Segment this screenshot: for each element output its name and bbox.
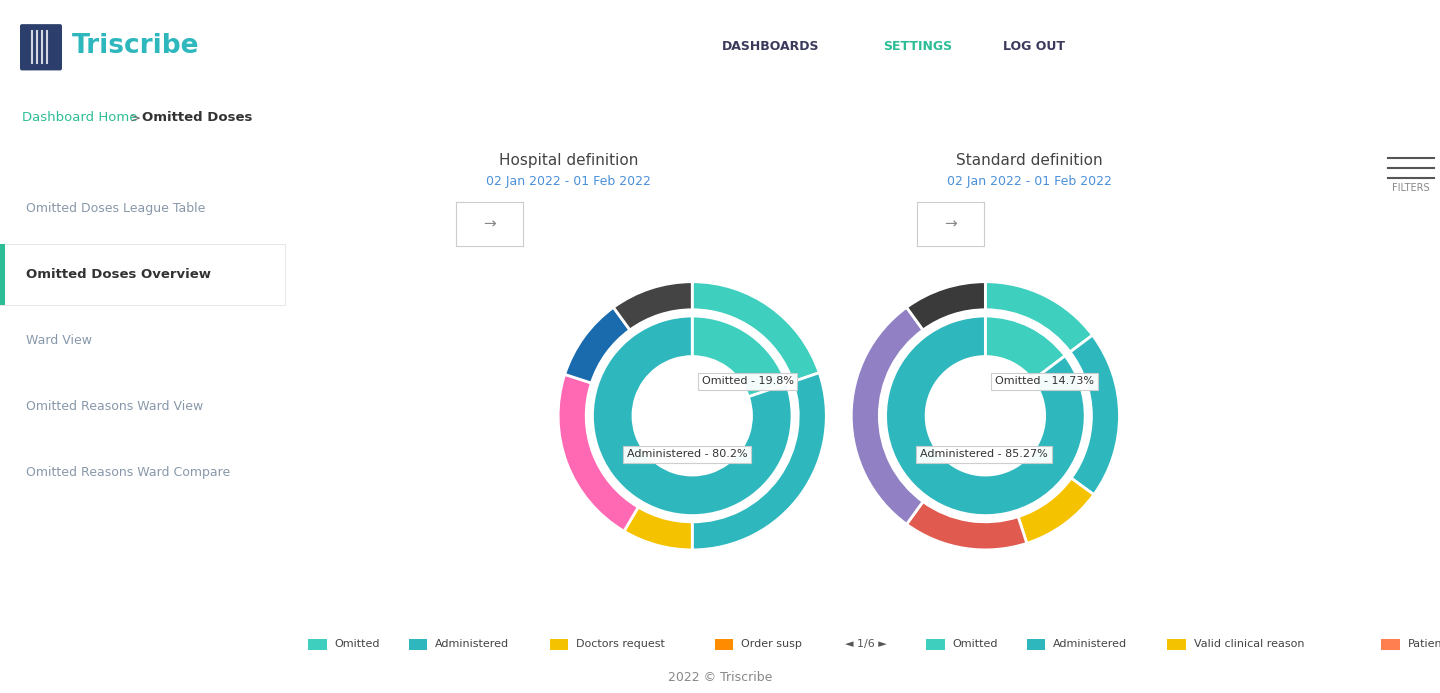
Text: Administered - 85.27%: Administered - 85.27% [920, 450, 1048, 459]
Text: 2022 © Triscribe: 2022 © Triscribe [668, 671, 772, 684]
Text: Valid clinical reason: Valid clinical reason [1194, 640, 1305, 649]
FancyBboxPatch shape [409, 639, 428, 650]
Wedge shape [624, 507, 693, 550]
Text: LOG OUT: LOG OUT [1002, 40, 1066, 53]
Text: Order susp: Order susp [742, 640, 802, 649]
FancyBboxPatch shape [1381, 639, 1400, 650]
Text: >: > [130, 112, 141, 124]
FancyBboxPatch shape [308, 639, 327, 650]
Wedge shape [851, 307, 923, 525]
Wedge shape [559, 374, 638, 532]
Wedge shape [907, 281, 985, 330]
Text: 02 Jan 2022 - 01 Feb 2022: 02 Jan 2022 - 01 Feb 2022 [487, 175, 651, 188]
Text: Ward View: Ward View [26, 334, 92, 347]
Text: SETTINGS: SETTINGS [883, 40, 952, 53]
Circle shape [926, 356, 1044, 475]
FancyBboxPatch shape [1168, 639, 1187, 650]
Text: Omitted - 14.73%: Omitted - 14.73% [995, 376, 1094, 387]
Wedge shape [985, 281, 1093, 352]
Circle shape [634, 356, 752, 475]
Circle shape [586, 310, 798, 522]
Text: Patient: Patient [1408, 640, 1440, 649]
FancyBboxPatch shape [20, 24, 62, 71]
Text: Administered - 80.2%: Administered - 80.2% [626, 450, 747, 459]
Wedge shape [1018, 478, 1094, 543]
FancyBboxPatch shape [0, 244, 285, 305]
Wedge shape [693, 316, 786, 397]
Text: →: → [945, 217, 956, 231]
Text: Dashboard Home: Dashboard Home [22, 112, 137, 124]
Text: DASHBOARDS: DASHBOARDS [721, 40, 819, 53]
Wedge shape [985, 316, 1066, 380]
Wedge shape [564, 307, 629, 383]
Wedge shape [693, 281, 819, 382]
Text: Standard definition: Standard definition [956, 152, 1103, 168]
Text: Omitted Doses: Omitted Doses [143, 112, 252, 124]
Wedge shape [1070, 335, 1119, 495]
FancyBboxPatch shape [0, 244, 6, 305]
Text: ◄ 1/6 ►: ◄ 1/6 ► [845, 640, 887, 649]
Text: Omitted Doses League Table: Omitted Doses League Table [26, 202, 204, 215]
Text: Omitted Reasons Ward View: Omitted Reasons Ward View [26, 400, 203, 413]
FancyBboxPatch shape [714, 639, 733, 650]
Wedge shape [693, 373, 827, 550]
Text: Administered: Administered [435, 640, 510, 649]
Wedge shape [613, 281, 693, 330]
Text: Doctors request: Doctors request [576, 640, 665, 649]
Text: 02 Jan 2022 - 01 Feb 2022: 02 Jan 2022 - 01 Feb 2022 [948, 175, 1112, 188]
Wedge shape [907, 502, 1027, 550]
FancyBboxPatch shape [1027, 639, 1045, 650]
FancyBboxPatch shape [926, 639, 945, 650]
Text: Omitted - 19.8%: Omitted - 19.8% [701, 376, 793, 387]
Text: Administered: Administered [1053, 640, 1128, 649]
Circle shape [880, 310, 1092, 522]
Wedge shape [886, 316, 1086, 516]
Wedge shape [592, 316, 792, 516]
Text: →: → [484, 217, 495, 231]
Text: Omitted Doses Overview: Omitted Doses Overview [26, 267, 210, 281]
Text: FILTERS: FILTERS [1392, 183, 1430, 193]
FancyBboxPatch shape [550, 639, 567, 650]
Text: Hospital definition: Hospital definition [500, 152, 638, 168]
Text: Omitted Reasons Ward Compare: Omitted Reasons Ward Compare [26, 466, 230, 479]
Text: Omitted: Omitted [334, 640, 380, 649]
Text: Triscribe: Triscribe [72, 33, 200, 60]
Text: Omitted: Omitted [953, 640, 998, 649]
